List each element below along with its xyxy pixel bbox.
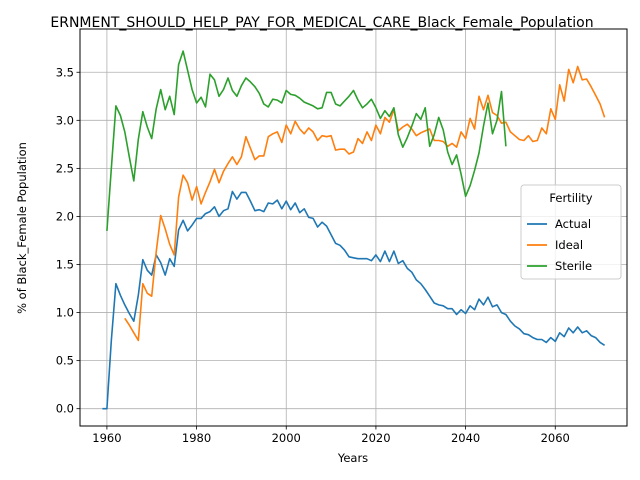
y-tick-label: 1.5 — [56, 258, 74, 272]
y-tick-label: 3.0 — [56, 113, 74, 127]
plot-frame — [79, 28, 628, 427]
legend: Fertility Actual Ideal Sterile — [520, 184, 622, 280]
y-tick-label: 1.0 — [56, 306, 74, 320]
x-tick-label: 2060 — [541, 431, 570, 445]
x-tick-label: 1960 — [92, 431, 121, 445]
legend-box — [520, 184, 622, 280]
y-tick-label: 2.0 — [56, 209, 74, 223]
y-tick-label: 0.0 — [56, 402, 74, 416]
x-axis-ticks: 1960 1980 2000 2020 2040 2060 — [92, 426, 570, 445]
x-tick-label: 2000 — [272, 431, 301, 445]
legend-label-ideal: Ideal — [555, 238, 583, 252]
legend-items: Actual Ideal Sterile — [527, 217, 592, 273]
legend-title: Fertility — [549, 191, 592, 205]
legend-label-actual: Actual — [555, 217, 591, 231]
series-line-actual — [102, 190, 606, 410]
x-tick-label: 2020 — [361, 431, 390, 445]
x-tick-label: 2040 — [451, 431, 480, 445]
y-tick-label: 0.5 — [56, 354, 74, 368]
chart-title: ERNMENT_SHOULD_HELP_PAY_FOR_MEDICAL_CARE… — [50, 15, 593, 31]
y-tick-label: 2.5 — [56, 161, 74, 175]
x-axis-label: Years — [337, 451, 368, 465]
series-line-ideal — [124, 65, 606, 342]
series-lines — [102, 50, 606, 410]
legend-label-sterile: Sterile — [555, 259, 592, 273]
x-tick-label: 1980 — [182, 431, 211, 445]
y-tick-label: 3.5 — [56, 65, 74, 79]
y-axis-label: % of Black_Female Population — [15, 142, 29, 314]
y-axis-ticks: 0.0 0.5 1.0 1.5 2.0 2.5 3.0 3.5 — [56, 65, 80, 416]
series-line-sterile — [106, 50, 507, 231]
